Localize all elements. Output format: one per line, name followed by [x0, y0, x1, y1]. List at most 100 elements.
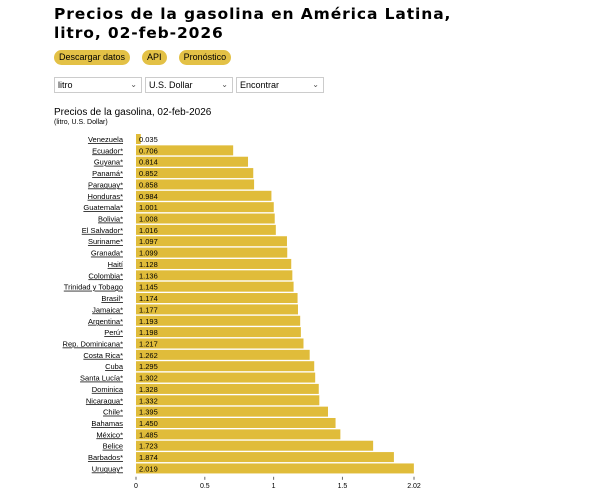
category-label[interactable]: Panamá*	[92, 169, 123, 178]
value-label: 1.874	[139, 453, 158, 462]
category-label[interactable]: Costa Rica*	[83, 351, 123, 360]
category-label[interactable]: Guatemala*	[83, 203, 123, 212]
bar	[136, 213, 275, 224]
currency-select[interactable]: U.S. Dollar ⌄	[145, 77, 233, 93]
category-label[interactable]: Argentina*	[88, 317, 123, 326]
bar	[136, 406, 328, 417]
category-label[interactable]: Guyana*	[94, 158, 123, 167]
chart-subtitle: (litro, U.S. Dollar)	[54, 119, 108, 126]
category-label[interactable]: Colombia*	[88, 271, 123, 280]
bar	[136, 258, 292, 269]
category-label[interactable]: Perú*	[104, 328, 123, 337]
category-label[interactable]: Dominica	[92, 385, 124, 394]
category-label[interactable]: El Salvador*	[82, 226, 123, 235]
category-label[interactable]: Santa Lucía*	[80, 374, 123, 383]
value-label: 1.328	[139, 385, 158, 394]
download-data-button[interactable]: Descargar datos	[54, 50, 131, 65]
x-tick-label: 2.02	[407, 483, 421, 490]
value-label: 1.217	[139, 339, 158, 348]
bar	[136, 247, 288, 258]
value-label: 1.485	[139, 430, 158, 439]
chevron-down-icon: ⌄	[221, 80, 228, 89]
category-label[interactable]: Suriname*	[88, 237, 123, 246]
bar	[136, 418, 336, 428]
unit-select[interactable]: litro ⌄	[54, 77, 142, 93]
find-select[interactable]: Encontrar ⌄	[236, 77, 324, 93]
bar	[136, 315, 301, 326]
category-label[interactable]: Brasil*	[101, 294, 123, 303]
x-tick-label: 1	[272, 483, 276, 490]
value-label: 2.019	[139, 464, 158, 473]
find-select-value: Encontrar	[240, 80, 280, 90]
value-label: 0.035	[139, 135, 158, 144]
category-label[interactable]: Honduras*	[88, 192, 124, 201]
value-label: 1.099	[139, 249, 158, 258]
bar	[136, 361, 315, 372]
value-label: 1.001	[139, 203, 158, 212]
category-label[interactable]: Paraguay*	[88, 180, 123, 189]
bar	[136, 452, 394, 463]
bar	[136, 304, 298, 315]
category-label[interactable]: Ecuador*	[92, 146, 123, 155]
bar	[136, 224, 276, 235]
category-label[interactable]: Cuba	[105, 362, 124, 371]
category-label[interactable]: Venezuela	[88, 135, 124, 144]
value-label: 1.302	[139, 374, 158, 383]
bar	[136, 281, 294, 292]
value-label: 0.852	[139, 169, 158, 178]
category-label[interactable]: Barbados*	[88, 453, 123, 462]
bar	[136, 190, 272, 201]
bar	[136, 383, 319, 394]
x-tick-label: 0	[134, 483, 138, 490]
category-label[interactable]: Rep. Dominicana*	[63, 339, 124, 348]
value-label: 1.332	[139, 396, 158, 405]
category-label[interactable]: Bolivia*	[98, 215, 123, 224]
value-label: 0.858	[139, 180, 158, 189]
category-label[interactable]: Bahamas	[91, 419, 123, 428]
value-label: 1.008	[139, 215, 158, 224]
filters: litro ⌄ U.S. Dollar ⌄ Encontrar ⌄	[54, 77, 324, 93]
bar	[136, 179, 255, 190]
x-tick-label: 0.5	[200, 483, 210, 490]
value-label: 1.016	[139, 226, 158, 235]
bar	[136, 429, 341, 440]
category-label[interactable]: Chile*	[103, 408, 123, 417]
api-button[interactable]: API	[142, 50, 167, 65]
category-label[interactable]: Nicaragua*	[86, 396, 123, 405]
bar	[136, 202, 274, 213]
category-label[interactable]: Uruguay*	[92, 464, 123, 473]
bar	[136, 156, 249, 167]
forecast-button[interactable]: Pronóstico	[178, 50, 232, 65]
page-title: Precios de la gasolina en América Latina…	[54, 5, 452, 42]
value-label: 1.136	[139, 271, 158, 280]
bar	[136, 168, 254, 179]
category-label[interactable]: Belice	[103, 442, 123, 451]
value-label: 0.984	[139, 192, 158, 201]
chevron-down-icon: ⌄	[130, 80, 137, 89]
value-label: 1.198	[139, 328, 158, 337]
bar	[136, 372, 316, 383]
value-label: 1.128	[139, 260, 158, 269]
bar	[136, 293, 298, 304]
value-label: 1.193	[139, 317, 158, 326]
bar	[136, 270, 293, 281]
value-label: 1.177	[139, 305, 158, 314]
value-label: 1.097	[139, 237, 158, 246]
value-label: 1.295	[139, 362, 158, 371]
bar	[136, 236, 287, 247]
category-label[interactable]: Haití	[108, 260, 124, 269]
value-label: 1.262	[139, 351, 158, 360]
bar	[136, 349, 310, 360]
value-label: 0.706	[139, 146, 158, 155]
value-label: 1.723	[139, 442, 158, 451]
value-label: 0.814	[139, 158, 158, 167]
category-label[interactable]: Trinidad y Tobago	[64, 283, 123, 292]
category-label[interactable]: Jamaica*	[92, 305, 123, 314]
category-label[interactable]: Granada*	[91, 249, 123, 258]
bar	[136, 145, 234, 156]
category-label[interactable]: México*	[96, 430, 123, 439]
value-label: 1.395	[139, 408, 158, 417]
bar	[136, 338, 304, 349]
action-buttons: Descargar datos API Pronóstico	[54, 50, 232, 65]
